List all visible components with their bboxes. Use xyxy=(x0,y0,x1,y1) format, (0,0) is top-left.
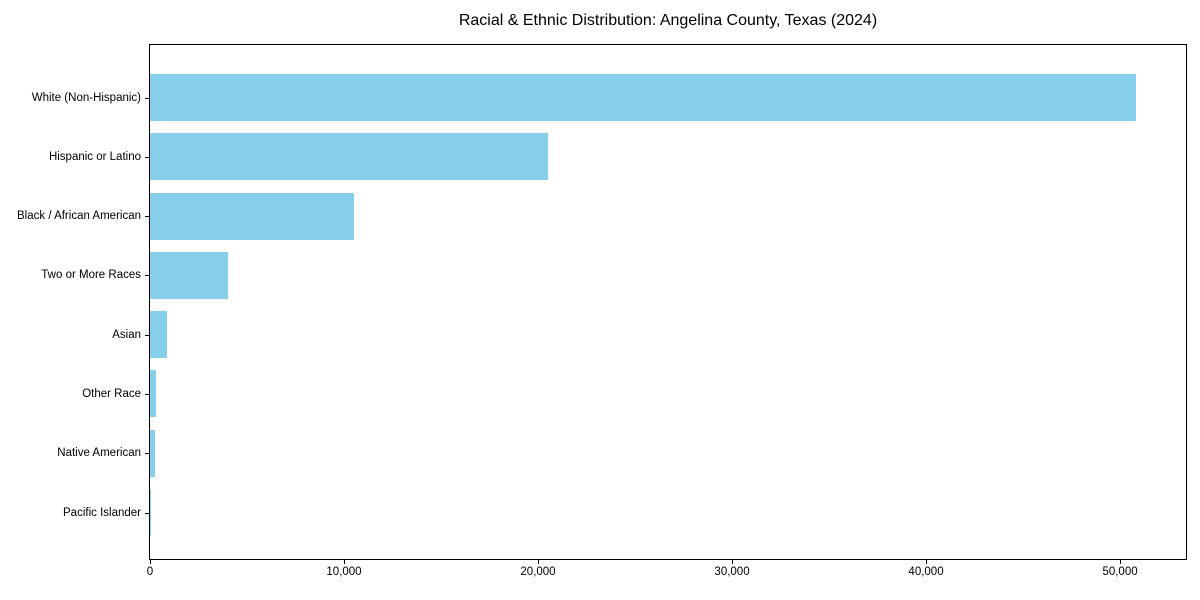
y-tick-label-other-race: Other Race xyxy=(82,387,141,400)
y-tick-mark xyxy=(145,275,149,277)
y-tick-label-black-african-american: Black / African American xyxy=(17,210,141,223)
x-tick-mark xyxy=(732,560,734,564)
x-tick-mark xyxy=(344,560,345,564)
x-tick-label-40-000: 40,000 xyxy=(908,566,944,578)
y-tick-mark xyxy=(145,334,149,336)
chart-title: Racial & Ethnic Distribution: Angelina C… xyxy=(458,12,878,29)
x-tick-label-20-000: 20,000 xyxy=(520,566,556,578)
x-tick-label-0: 0 xyxy=(146,566,154,578)
y-tick-label-white-non-hispanic: White (Non-Hispanic) xyxy=(31,91,141,104)
bar-pacific-islander xyxy=(150,489,151,537)
bar-white-non-hispanic xyxy=(150,74,1136,121)
x-tick-mark xyxy=(150,560,151,564)
y-tick-label-asian: Asian xyxy=(112,328,141,341)
bar-hispanic-or-latino xyxy=(150,133,548,181)
x-tick-label-30-000: 30,000 xyxy=(714,566,750,578)
y-tick-label-hispanic-or-latino: Hispanic or Latino xyxy=(48,150,141,163)
x-tick-label-10-000: 10,000 xyxy=(326,566,362,578)
bar-asian xyxy=(150,311,168,359)
y-tick-mark xyxy=(145,97,149,99)
y-tick-mark xyxy=(145,453,149,455)
x-tick-mark xyxy=(1120,560,1122,564)
x-tick-label-50-000: 50,000 xyxy=(1102,566,1138,578)
bar-other-race xyxy=(150,370,156,418)
y-tick-mark xyxy=(145,156,149,158)
y-tick-mark xyxy=(145,393,149,395)
y-tick-label-pacific-islander: Pacific Islander xyxy=(63,506,141,519)
x-tick-mark xyxy=(926,560,928,564)
x-tick-mark xyxy=(538,560,539,564)
y-tick-label-native-american: Native American xyxy=(57,447,141,460)
bar-native-american xyxy=(150,429,155,477)
y-tick-label-two-or-more-races: Two or More Races xyxy=(41,269,141,282)
y-tick-mark xyxy=(145,512,149,514)
bar-black-african-american xyxy=(150,192,354,240)
plot-area xyxy=(149,44,1187,560)
bar-two-or-more-races xyxy=(150,251,228,299)
y-tick-mark xyxy=(145,216,149,218)
